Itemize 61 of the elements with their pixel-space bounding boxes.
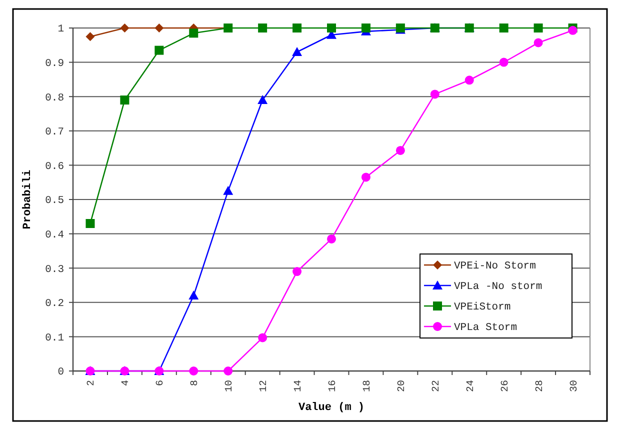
point	[361, 172, 370, 182]
point	[224, 366, 233, 376]
x-tick-label: 14	[294, 380, 305, 392]
x-tick-label: 30	[569, 380, 580, 392]
x-tick-label: 18	[362, 380, 374, 392]
y-tick-label: 0.8	[45, 92, 64, 104]
x-tick-label: 26	[500, 380, 512, 392]
point	[189, 28, 198, 38]
point	[154, 24, 164, 32]
point	[292, 267, 302, 276]
point	[258, 24, 268, 32]
legend-label: VPEi-No Storm	[454, 260, 536, 273]
point	[430, 90, 440, 99]
point	[86, 32, 95, 42]
point	[568, 26, 578, 35]
point	[534, 24, 543, 32]
legend-label: VPEiStorm	[454, 302, 511, 314]
x-tick-label: 4	[121, 380, 132, 386]
point	[292, 47, 302, 56]
point	[464, 76, 474, 85]
x-tick-label: 28	[534, 380, 546, 392]
x-tick-label: 8	[190, 380, 202, 386]
x-tick-label: 10	[224, 380, 236, 392]
point	[188, 290, 199, 300]
y-tick-label: 0.2	[45, 298, 64, 310]
point	[327, 234, 336, 244]
x-tick-label: 12	[259, 380, 270, 392]
point	[189, 366, 198, 376]
x-tick-label: 20	[396, 380, 408, 392]
x-tick-label: 16	[328, 380, 339, 392]
point	[258, 95, 268, 104]
point	[499, 58, 508, 67]
y-tick-label: 0.1	[45, 332, 64, 344]
point	[534, 38, 543, 48]
y-tick-label: 0	[58, 366, 64, 379]
y-tick-label: 1	[58, 24, 64, 36]
point	[223, 186, 234, 195]
y-tick-label: 0.5	[45, 195, 64, 208]
point	[292, 24, 302, 32]
x-axis-title: Value (m )	[298, 402, 365, 414]
point	[499, 24, 508, 32]
x-tick-label: 24	[466, 380, 477, 392]
point	[396, 146, 405, 155]
y-axis-title: Probabili	[22, 169, 34, 230]
point	[361, 24, 370, 32]
point	[86, 219, 95, 228]
y-tick-label: 0.9	[45, 58, 64, 70]
point	[327, 24, 336, 32]
y-tick-label: 0.3	[45, 264, 64, 276]
x-tick-label: 6	[156, 380, 167, 386]
y-tick-label: 0.7	[45, 126, 64, 139]
point	[120, 96, 130, 105]
x-tick-label: 2	[86, 380, 98, 386]
point	[258, 333, 268, 342]
legend-label: VPLa -No storm	[454, 281, 542, 294]
y-tick-label: 0.4	[45, 229, 64, 242]
legend-label: VPLa Storm	[454, 322, 518, 334]
y-tick-label: 0.6	[45, 160, 64, 173]
point	[154, 46, 164, 55]
x-tick-label: 22	[431, 380, 442, 392]
point	[120, 24, 130, 32]
